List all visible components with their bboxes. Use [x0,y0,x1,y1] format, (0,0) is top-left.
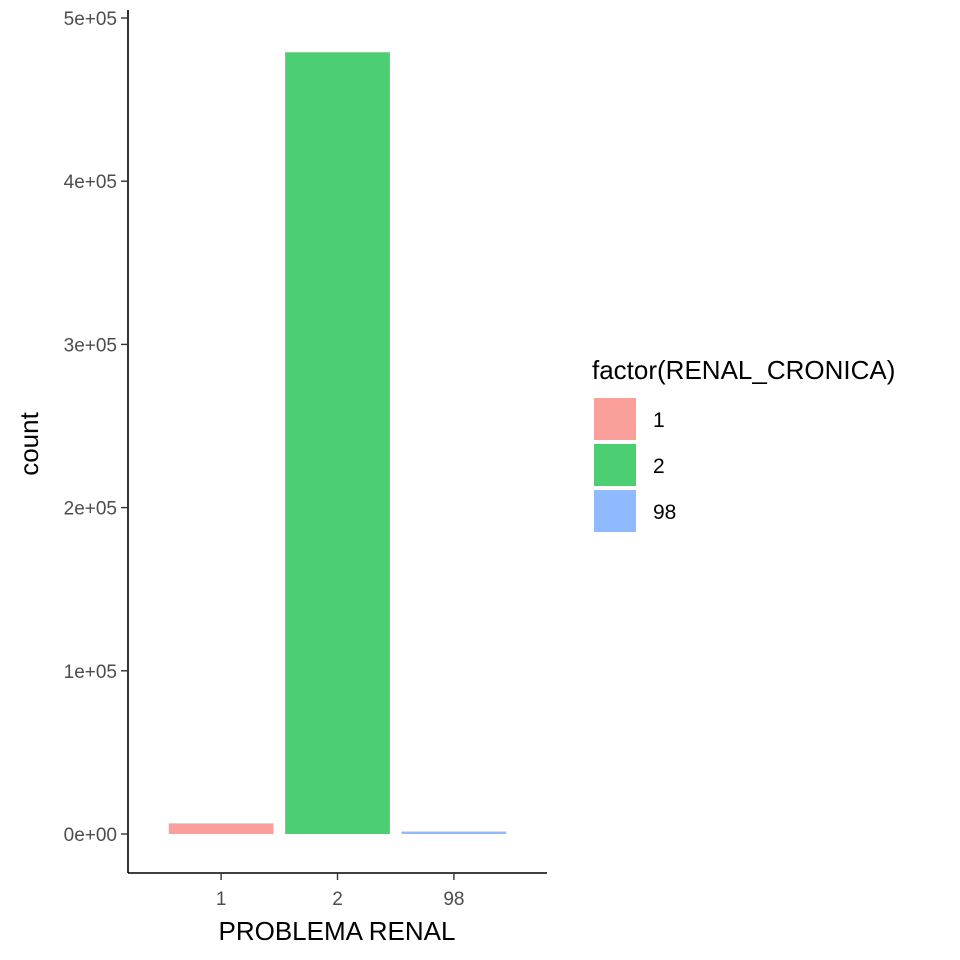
bar-1 [168,823,274,834]
legend: factor(RENAL_CRONICA) 1 2 98 [592,355,895,532]
x-tick-label: 2 [332,889,343,910]
y-tick-label: 2e+05 [64,499,117,520]
y-tick-label: 4e+05 [64,172,117,193]
x-axis: 1 2 98 [128,872,547,910]
legend-title: factor(RENAL_CRONICA) [592,355,895,385]
x-tick-label: 1 [216,889,227,910]
legend-items: 1 2 98 [594,398,676,532]
y-tick-label: 0e+00 [64,825,117,846]
legend-label: 1 [653,409,665,432]
y-tick-label: 3e+05 [64,335,117,356]
bar-2 [285,52,390,835]
y-tick-label: 5e+05 [64,9,117,30]
x-axis-title: PROBLEMA RENAL [219,916,456,946]
legend-key-2 [594,444,636,486]
bars [168,52,507,835]
y-tick-label: 1e+05 [64,662,117,683]
x-tick-label: 98 [443,889,464,910]
y-axis: 0e+00 1e+05 2e+05 3e+05 4e+05 5e+05 [64,9,129,873]
y-axis-title: count [14,411,44,475]
legend-key-1 [594,398,636,440]
legend-label: 2 [653,455,665,478]
bar-98 [401,831,507,834]
legend-label: 98 [653,501,676,524]
legend-key-98 [594,490,636,532]
